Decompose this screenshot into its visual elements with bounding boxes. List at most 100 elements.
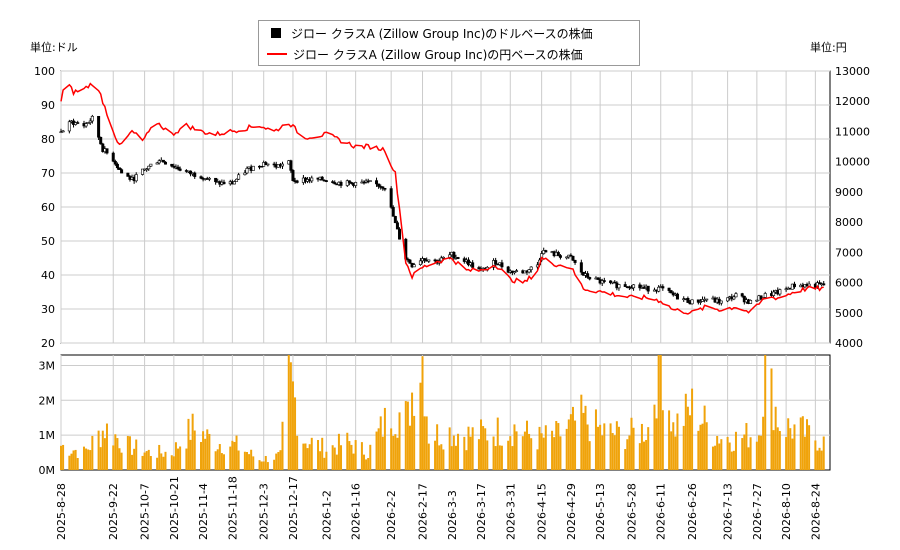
- volume-bar: [294, 397, 297, 470]
- x-tick-label: 2026-4-29: [565, 483, 578, 540]
- volume-bar: [469, 436, 472, 470]
- volume-bar: [421, 356, 424, 470]
- candle-body: [613, 281, 617, 284]
- candle-body: [471, 262, 475, 268]
- candle-body: [669, 290, 673, 294]
- volume-bar: [340, 445, 343, 470]
- candle-body: [235, 178, 239, 182]
- volume-bar: [337, 433, 340, 470]
- volume-bar: [306, 448, 309, 470]
- volume-bar: [174, 442, 177, 470]
- volume-bar: [406, 401, 409, 470]
- right-tick-label: 8000: [835, 216, 863, 229]
- volume-bar: [630, 417, 633, 470]
- right-tick-label: 12000: [835, 95, 870, 108]
- volume-bar: [645, 439, 648, 470]
- volume-bar: [515, 431, 518, 470]
- candle-body: [264, 162, 268, 166]
- volume-bar: [628, 435, 631, 470]
- volume-bar: [145, 451, 148, 470]
- chart-legend: ジロー クラスA (Zillow Group Inc)のドルベースの株価 ジロー…: [258, 20, 640, 66]
- volume-bar: [135, 439, 138, 470]
- volume-bar: [143, 452, 146, 470]
- volume-bar: [425, 416, 428, 470]
- candle-body: [556, 252, 560, 256]
- volume-bar: [191, 413, 194, 470]
- volume-bar: [91, 435, 94, 470]
- volume-bar: [149, 456, 152, 470]
- candle-body: [176, 166, 180, 170]
- volume-bar: [273, 459, 276, 470]
- candle-body: [749, 300, 753, 304]
- candle-body: [347, 180, 351, 183]
- volume-bar: [172, 456, 175, 470]
- x-tick-label: 2026-1-16: [350, 483, 363, 540]
- volume-bar: [594, 409, 597, 470]
- candle-body: [61, 130, 65, 133]
- volume-bar: [745, 423, 748, 470]
- candle-body: [105, 148, 109, 154]
- volume-bar: [803, 436, 806, 470]
- volume-bar: [703, 405, 706, 470]
- candle-body: [237, 174, 241, 180]
- candle-body: [67, 121, 71, 132]
- volume-bar: [252, 456, 255, 470]
- volume-bar: [559, 436, 562, 470]
- volume-bar: [279, 450, 282, 470]
- volume-bar: [116, 438, 119, 470]
- volume-bar: [657, 355, 660, 470]
- candle-body: [742, 295, 746, 303]
- volume-bar: [350, 444, 353, 470]
- right-tick-label: 9000: [835, 186, 863, 199]
- candle-body: [456, 257, 460, 259]
- volume-bar: [281, 421, 284, 470]
- volume-bar: [565, 428, 568, 470]
- candle-body: [163, 161, 167, 165]
- volume-bar: [352, 453, 355, 470]
- candle-body: [291, 170, 295, 181]
- volume-bar: [392, 435, 395, 470]
- volume-bar: [617, 426, 620, 470]
- candle-body: [377, 183, 381, 187]
- x-tick-label: 2026-3-3: [446, 490, 459, 540]
- volume-bar: [103, 438, 106, 470]
- volume-bar: [718, 443, 721, 470]
- volume-bar: [661, 410, 664, 470]
- volume-bar: [82, 446, 85, 470]
- volume-bar: [97, 430, 100, 470]
- volume-bar: [544, 425, 547, 470]
- volume-bar: [686, 406, 689, 470]
- volume-bar: [72, 450, 75, 470]
- candle-body: [734, 293, 738, 298]
- volume-bar: [730, 451, 733, 470]
- volume-bar: [720, 439, 723, 470]
- volume-bar: [820, 450, 823, 470]
- volume-bar: [659, 355, 662, 470]
- x-tick-label: 2026-3-17: [475, 483, 488, 540]
- candle-body: [772, 291, 776, 296]
- volume-bar: [557, 423, 560, 470]
- candle-body: [331, 181, 335, 183]
- candle-body: [178, 168, 182, 171]
- volume-bar: [567, 419, 570, 470]
- candle-body: [408, 259, 412, 264]
- volume-bar: [688, 415, 691, 470]
- volume-bar: [538, 426, 541, 470]
- volume-bar: [74, 449, 77, 470]
- candle-body: [558, 255, 562, 258]
- candle-body: [529, 266, 533, 270]
- candle-body: [193, 172, 197, 177]
- volume-bar: [436, 424, 439, 470]
- x-tick-label: 2025-11-4: [197, 483, 210, 540]
- volume-bar: [120, 452, 123, 470]
- candle-body: [579, 262, 583, 273]
- volume-bar: [179, 446, 182, 470]
- volume-bar: [584, 405, 587, 470]
- volume-bar: [229, 446, 232, 470]
- candle-body: [726, 297, 730, 302]
- candle-body: [310, 177, 314, 182]
- candle-body: [792, 283, 796, 288]
- volume-bar: [367, 457, 370, 470]
- volume-bar: [774, 406, 777, 470]
